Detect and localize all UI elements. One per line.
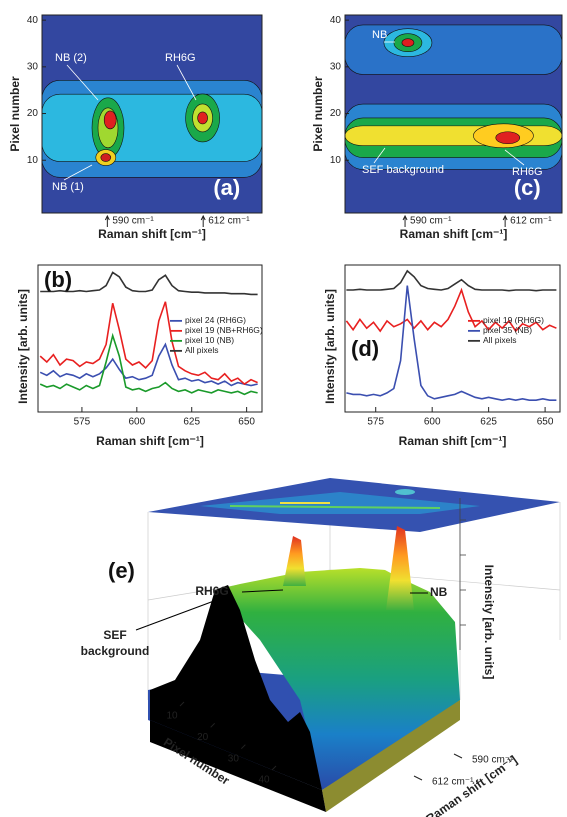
y-tick-label: 20 xyxy=(197,732,209,743)
annotation: SEF background xyxy=(362,164,444,176)
y-axis-label: Intensity [arb. units] xyxy=(323,289,337,404)
panel-label: (d) xyxy=(351,336,379,361)
annotation-arrow xyxy=(504,149,525,166)
y-tick xyxy=(271,765,277,771)
x-tick-label: 612 cm⁻¹ xyxy=(208,216,250,227)
z-axis-label: Intensity [arb. units] xyxy=(482,565,496,680)
x-tick-arrow xyxy=(502,214,508,221)
x-tick-label: 612 cm⁻¹ xyxy=(510,216,552,227)
y-tick-label: 20 xyxy=(330,108,342,119)
annotation-arrow xyxy=(63,164,93,181)
y-tick-label: 40 xyxy=(27,15,39,26)
x-tick-label: 625 xyxy=(183,417,200,428)
y-tick xyxy=(240,744,246,750)
x-tick-label: 575 xyxy=(367,417,384,428)
annotation: NB xyxy=(430,585,448,599)
y-tick-label: 30 xyxy=(27,61,39,72)
annotation-arrow xyxy=(135,597,223,631)
x-tick-label: 590 cm⁻¹ xyxy=(472,755,514,766)
x-tick-label: 625 xyxy=(480,417,497,428)
annotation-arrow xyxy=(373,147,386,164)
annotation: RH6G xyxy=(165,52,196,64)
y-tick-label: 10 xyxy=(166,711,178,722)
series-line xyxy=(39,332,258,396)
legend-label: pixel 24 (RH6G) xyxy=(185,315,246,325)
surface-plot xyxy=(147,478,561,812)
x-axis-label: Raman shift [cm⁻¹] xyxy=(400,227,508,241)
annotation-arrow xyxy=(241,589,284,593)
x-tick-label: 612 cm⁻¹ xyxy=(432,777,474,788)
x-axis-label: Raman shift [cm⁻¹] xyxy=(399,434,507,448)
legend-label: pixel 10 (NB) xyxy=(185,335,234,345)
legend-label: pixel 19 (RH6G) xyxy=(483,315,544,325)
x-axis-label: Raman shift [cm⁻¹] xyxy=(96,434,204,448)
x-tick-label: 590 cm⁻¹ xyxy=(112,216,154,227)
series-line xyxy=(346,269,557,292)
x-tick-label: 650 xyxy=(537,417,554,428)
intensity-blob xyxy=(103,110,117,130)
panel-label: (c) xyxy=(514,175,541,200)
intensity-band xyxy=(41,93,263,162)
annotation: SEF xyxy=(103,628,126,642)
x-axis-label: Raman shift [cm⁻¹] xyxy=(98,227,206,241)
y-axis-label: Pixel number xyxy=(311,76,325,152)
y-axis-label: Pixel number xyxy=(8,76,22,152)
intensity-blob xyxy=(401,38,415,48)
y-tick-label: 30 xyxy=(228,753,240,764)
panel-label: (b) xyxy=(44,267,72,292)
series-line xyxy=(346,285,557,402)
y-tick-label: 10 xyxy=(330,155,342,166)
series-line xyxy=(345,287,557,333)
x-tick-label: 590 cm⁻¹ xyxy=(410,216,452,227)
x-tick-label: 600 xyxy=(128,417,145,428)
legend-label: pixel 35 (NB) xyxy=(483,325,532,335)
annotation: RH6G xyxy=(195,584,228,598)
intensity-blob xyxy=(197,111,208,125)
annotation: NB (1) xyxy=(52,181,84,193)
y-tick-label: 40 xyxy=(258,775,270,786)
annotation: background xyxy=(81,644,150,658)
y-tick xyxy=(210,722,216,728)
annotation: NB (2) xyxy=(55,52,87,64)
y-tick-label: 10 xyxy=(27,155,39,166)
intensity-blob xyxy=(100,153,112,162)
x-tick-label: 600 xyxy=(424,417,441,428)
x-tick-label: 650 xyxy=(238,417,255,428)
y-tick xyxy=(179,701,185,707)
y-tick-label: 30 xyxy=(330,61,342,72)
y-tick-label: 40 xyxy=(330,15,342,26)
x-tick-arrow xyxy=(200,214,206,221)
panel-label: (a) xyxy=(213,175,240,200)
annotation-arrow xyxy=(176,64,197,101)
panel-label: (e) xyxy=(108,558,135,583)
annotation-arrow xyxy=(66,64,99,101)
y-tick-label: 20 xyxy=(27,108,39,119)
y-axis-label: Intensity [arb. units] xyxy=(16,289,30,404)
series-line xyxy=(40,271,258,296)
legend-label: All pixels xyxy=(185,345,219,355)
annotation: RH6G xyxy=(512,166,543,178)
legend-label: All pixels xyxy=(483,335,517,345)
annotation: NB xyxy=(372,29,387,41)
series-line xyxy=(39,301,258,386)
legend-label: pixel 19 (NB+RH6G) xyxy=(185,325,263,335)
x-tick xyxy=(413,775,423,781)
x-tick xyxy=(453,753,463,759)
x-tick-arrow xyxy=(402,214,408,221)
intensity-blob xyxy=(495,131,521,145)
x-tick-arrow xyxy=(104,214,110,221)
x-tick-label: 575 xyxy=(74,417,91,428)
series-line xyxy=(39,342,258,387)
